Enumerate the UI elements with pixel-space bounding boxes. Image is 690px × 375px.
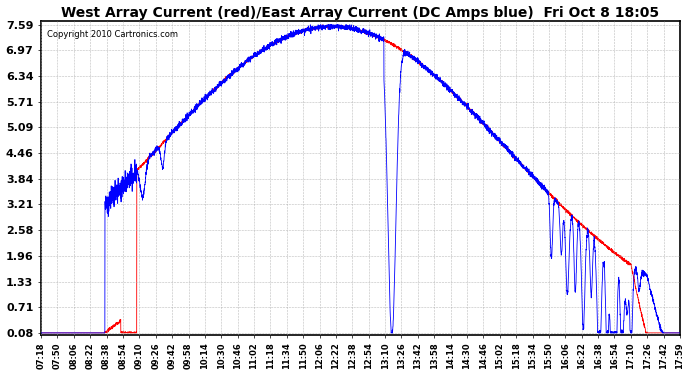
Text: Copyright 2010 Cartronics.com: Copyright 2010 Cartronics.com [48, 30, 179, 39]
Title: West Array Current (red)/East Array Current (DC Amps blue)  Fri Oct 8 18:05: West Array Current (red)/East Array Curr… [61, 6, 660, 20]
